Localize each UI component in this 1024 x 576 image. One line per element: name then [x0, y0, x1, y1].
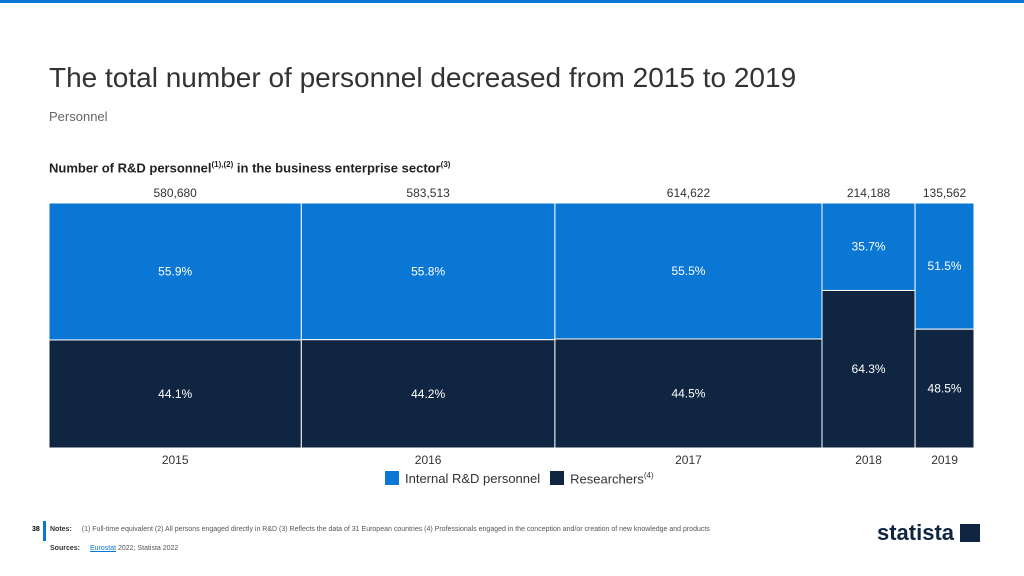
- page-subtitle: Personnel: [49, 109, 108, 124]
- x-tick-label: 2018: [855, 453, 882, 467]
- notes-text: (1) Full-time equivalent (2) All persons…: [81, 526, 710, 533]
- x-tick-label: 2015: [162, 453, 189, 467]
- legend-label: Researchers: [570, 471, 644, 487]
- bar-segment: [821, 289, 916, 449]
- mekko-chart: 55.9% 44.1% 580,680 2015 55.8% 44.2% 583,513 20…: [48, 186, 975, 467]
- notes: Notes: (1) Full-time equivalent (2) All p…: [50, 526, 710, 533]
- notes-label: Notes:: [50, 526, 72, 533]
- x-tick-label: 2017: [675, 453, 702, 467]
- total-label: 614,622: [667, 186, 711, 200]
- top-accent-bar: [0, 0, 1024, 3]
- bar-segment: [914, 202, 975, 330]
- bar-segment: [914, 328, 975, 449]
- legend-item-researchers[interactable]: Researchers(4): [550, 471, 654, 487]
- data-label: 55.8%: [411, 264, 445, 278]
- x-tick-label: 2016: [415, 453, 442, 467]
- chart-title-text: Number of R&D personnel: [49, 160, 212, 176]
- footnote-ref: (3): [440, 160, 451, 169]
- footnote-ref: (4): [643, 471, 654, 480]
- legend-label: Internal R&D personnel: [405, 471, 541, 487]
- legend-swatch: [550, 471, 565, 486]
- legend-swatch: [385, 471, 399, 486]
- x-tick-label: 2019: [931, 453, 958, 467]
- chart-title-text: in the business enterprise sector: [233, 160, 441, 176]
- sources: Sources: Eurostat 2022; Statista 2022: [50, 545, 178, 552]
- data-label: 44.1%: [158, 387, 192, 401]
- chart-title: Number of R&D personnel(1),(2) in the bu…: [49, 160, 450, 175]
- data-label: 64.3%: [852, 362, 886, 376]
- sources-text: 2022; Statista 2022: [116, 545, 179, 552]
- bar-segment: [48, 339, 302, 449]
- page-number: 38: [32, 526, 40, 533]
- statista-logo: statista: [877, 520, 981, 546]
- total-label: 135,562: [923, 186, 967, 200]
- bar-segment: [821, 202, 916, 291]
- page-marker: [43, 521, 46, 541]
- data-label: 48.5%: [928, 382, 962, 396]
- data-label: 55.9%: [158, 264, 192, 278]
- logo-icon: [960, 524, 981, 542]
- data-label: 51.5%: [928, 259, 962, 273]
- total-label: 583,513: [406, 186, 450, 200]
- total-label: 580,680: [153, 186, 197, 200]
- logo-text: statista: [877, 520, 955, 545]
- legend-item-internal[interactable]: Internal R&D personnel: [385, 471, 540, 486]
- data-label: 44.2%: [411, 387, 445, 401]
- footnote-ref: (1),(2): [211, 160, 234, 169]
- bar-segment: [300, 339, 556, 449]
- sources-label: Sources:: [50, 545, 80, 552]
- data-label: 35.7%: [852, 240, 886, 254]
- data-label: 44.5%: [671, 386, 705, 400]
- legend: Internal R&D personnel Researchers(4): [385, 471, 654, 486]
- bar-segment: [554, 338, 823, 449]
- page-title: The total number of personnel decreased …: [49, 62, 797, 93]
- source-link[interactable]: Eurostat: [89, 545, 117, 552]
- data-label: 55.5%: [671, 264, 705, 278]
- total-label: 214,188: [847, 186, 891, 200]
